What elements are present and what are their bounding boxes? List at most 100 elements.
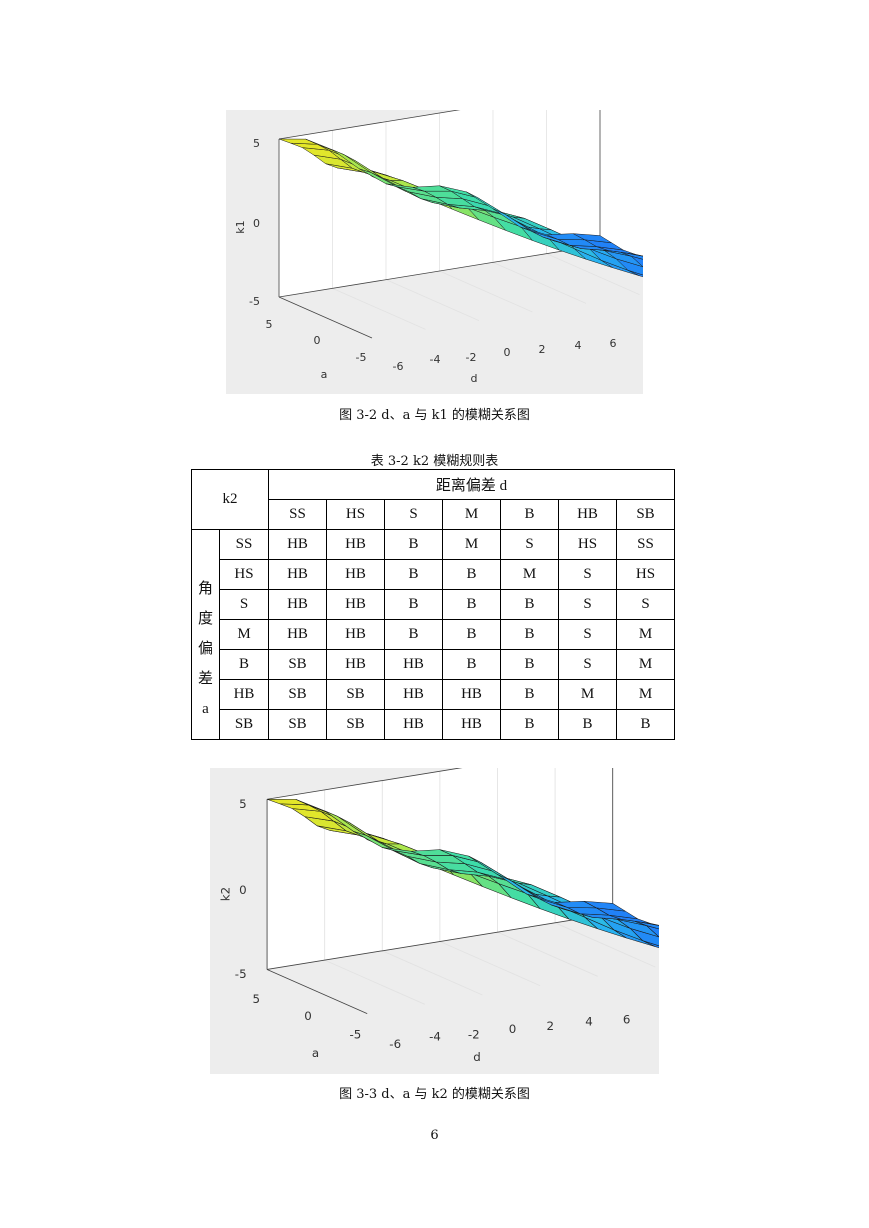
- table-cell: S: [558, 589, 617, 620]
- table-row: M HB HB B B B S M: [192, 619, 675, 650]
- table-cell: M: [616, 619, 675, 650]
- a-axis-label: a: [321, 368, 328, 381]
- d-tick: -6: [393, 360, 404, 373]
- z-tick: 5: [239, 797, 247, 811]
- a-tick: -5: [349, 1027, 361, 1041]
- d-axis-label: d: [473, 1050, 481, 1064]
- table-cell: SS: [616, 529, 675, 560]
- table-cell: HB: [326, 559, 385, 590]
- table-caption: 表 3-2 k2 模糊规则表: [370, 454, 499, 469]
- table-cell: S: [558, 619, 617, 650]
- table-cell: B: [558, 709, 617, 740]
- col-header: SS: [268, 499, 327, 530]
- table-cell: HB: [326, 529, 385, 560]
- d-tick: -4: [429, 1030, 441, 1044]
- surface-patch: [627, 269, 643, 278]
- z-axis-label: k1: [234, 220, 247, 233]
- table-cell: M: [616, 679, 675, 710]
- table-cell: M: [500, 559, 559, 590]
- table-corner: k2: [191, 469, 269, 530]
- a-tick: 5: [266, 318, 273, 331]
- table-cell: B: [384, 529, 443, 560]
- table-cell: B: [384, 589, 443, 620]
- a-tick: 0: [314, 334, 321, 347]
- col-header: M: [442, 499, 501, 530]
- table-cell: B: [442, 619, 501, 650]
- table-cell: HS: [616, 559, 675, 590]
- table-cell: S: [558, 559, 617, 590]
- d-tick: 4: [585, 1015, 593, 1029]
- table-cell: SB: [268, 709, 327, 740]
- table-cell: B: [500, 679, 559, 710]
- surface-plot-k1: 5 0 -5 k1 5 0 -5 a -6 -4 -2 0 2 4 6 d: [226, 110, 643, 394]
- table-cell: HB: [326, 619, 385, 650]
- d-tick: 0: [509, 1022, 517, 1036]
- z-axis-label: k2: [218, 887, 232, 901]
- table-column-row: SS HS S M B HB SB: [192, 499, 675, 530]
- table-cell: B: [500, 619, 559, 650]
- row-group-char: 角: [197, 581, 213, 597]
- table-header-row: k2 距离偏差 d: [191, 469, 675, 530]
- surface-patch: [646, 925, 659, 938]
- row-header: M: [219, 619, 269, 650]
- d-tick: -4: [430, 353, 441, 366]
- table-cell: SB: [268, 649, 327, 680]
- table-cell: B: [500, 589, 559, 620]
- d-tick: 2: [546, 1019, 554, 1033]
- table-cell: HB: [326, 649, 385, 680]
- d-tick: 2: [539, 343, 546, 356]
- d-axis-label: d: [471, 372, 478, 385]
- table-cell: HB: [384, 709, 443, 740]
- row-header: S: [219, 589, 269, 620]
- table-cell: S: [500, 529, 559, 560]
- row-group-header: 角 度 偏 差 a: [191, 529, 220, 740]
- d-tick: 6: [610, 337, 617, 350]
- a-axis-label: a: [312, 1046, 319, 1060]
- table-cell: HS: [558, 529, 617, 560]
- col-header: S: [384, 499, 443, 530]
- row-header: HS: [219, 559, 269, 590]
- table-cell: S: [558, 649, 617, 680]
- page-number: 6: [430, 1128, 439, 1143]
- table-cell: B: [384, 559, 443, 590]
- figure1-caption: 图 3-2 d、a 与 k1 的模糊关系图: [339, 408, 530, 423]
- table-cell: HB: [268, 529, 327, 560]
- figure2-caption: 图 3-3 d、a 与 k2 的模糊关系图: [339, 1087, 530, 1102]
- table-row: 角 度 偏 差 a SS HB HB B M S HS SS: [191, 529, 675, 740]
- table-cell: HB: [442, 709, 501, 740]
- col-header: HB: [558, 499, 617, 530]
- table-cell: HB: [268, 619, 327, 650]
- table-cell: SB: [268, 679, 327, 710]
- d-tick: 6: [623, 1012, 631, 1026]
- d-tick: 4: [575, 339, 582, 352]
- z-tick: -5: [249, 295, 260, 308]
- fuzzy-rule-table: k2 距离偏差 d SS HS S M B HB SB 角 度 偏 差 a SS…: [191, 469, 675, 740]
- table-cell: SB: [326, 709, 385, 740]
- table-cell: B: [500, 649, 559, 680]
- table-cell: M: [558, 679, 617, 710]
- row-header: SS: [219, 529, 269, 560]
- table-cell: HB: [384, 649, 443, 680]
- z-tick: -5: [235, 967, 247, 981]
- table-cell: S: [616, 589, 675, 620]
- table-row: S HB HB B B B S S: [192, 589, 675, 620]
- table-cell: HB: [326, 589, 385, 620]
- col-header: HS: [326, 499, 385, 530]
- surface-patch: [642, 940, 659, 948]
- figure-k2-surface: 5 0 -5 k2 5 0 -5 a -6 -4 -2 0 2 4 6 d: [210, 768, 659, 1074]
- a-tick: -5: [356, 351, 367, 364]
- a-tick: 5: [253, 992, 261, 1006]
- d-tick: -6: [389, 1037, 401, 1051]
- table-cell: M: [442, 529, 501, 560]
- table-cell: B: [500, 709, 559, 740]
- table-cell: HB: [268, 589, 327, 620]
- table-row: B SB HB HB B B S M: [192, 649, 675, 680]
- z-tick: 5: [253, 137, 260, 150]
- d-tick: -2: [468, 1027, 480, 1041]
- z-tick: 0: [239, 883, 247, 897]
- table-cell: B: [616, 709, 675, 740]
- table-cell: B: [442, 559, 501, 590]
- z-tick: 0: [253, 217, 260, 230]
- d-tick: 0: [504, 346, 511, 359]
- row-group-char: 差: [197, 671, 213, 687]
